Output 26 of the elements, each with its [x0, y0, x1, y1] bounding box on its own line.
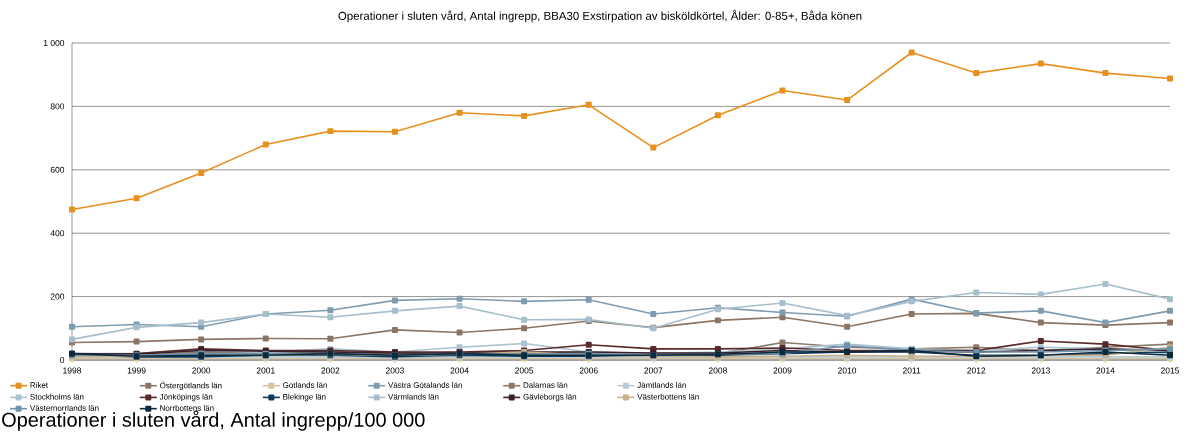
y-tick-label: 200 — [50, 293, 65, 300]
y-tick-label: 600 — [50, 166, 65, 173]
x-tick-label: 2000 — [192, 367, 211, 374]
y-tick-label: 1 000 — [43, 40, 65, 46]
x-tick-label: 2010 — [838, 367, 857, 374]
x-tick-label: 2012 — [967, 367, 986, 374]
x-tick-label: 2006 — [579, 367, 598, 374]
x-tick-label: 2008 — [708, 367, 727, 374]
y-tick-label: 0 — [60, 357, 65, 363]
text: Operationer i sluten vård, Antal ingrepp/100 000 — [2, 410, 425, 431]
x-tick-label: 2013 — [1031, 367, 1050, 374]
y-tick-label: 800 — [50, 103, 65, 110]
x-tick-label: 2003 — [385, 367, 404, 374]
x-tick-label: 2009 — [773, 367, 792, 374]
x-tick-label: 1998 — [63, 367, 82, 374]
x-tick-label: 1999 — [127, 367, 146, 374]
chart-title: Operationer i sluten vård, Antal ingrepp, BBA30 Exstirpation av bisköldkörtel, Ålder: 0-85+, Båda könen — [338, 9, 862, 23]
x-tick-label: 2004 — [450, 367, 469, 374]
x-tick-label: 2014 — [1096, 367, 1115, 374]
x-tick-label: 2007 — [644, 367, 663, 374]
x-tick-label: 2002 — [321, 367, 340, 374]
x-tick-label: 2005 — [515, 367, 534, 374]
x-tick-label: 2011 — [902, 367, 921, 374]
x-tick-label: 2015 — [1161, 367, 1180, 374]
x-tick-label: 2001 — [256, 367, 275, 374]
y-tick-label: 400 — [50, 230, 65, 237]
